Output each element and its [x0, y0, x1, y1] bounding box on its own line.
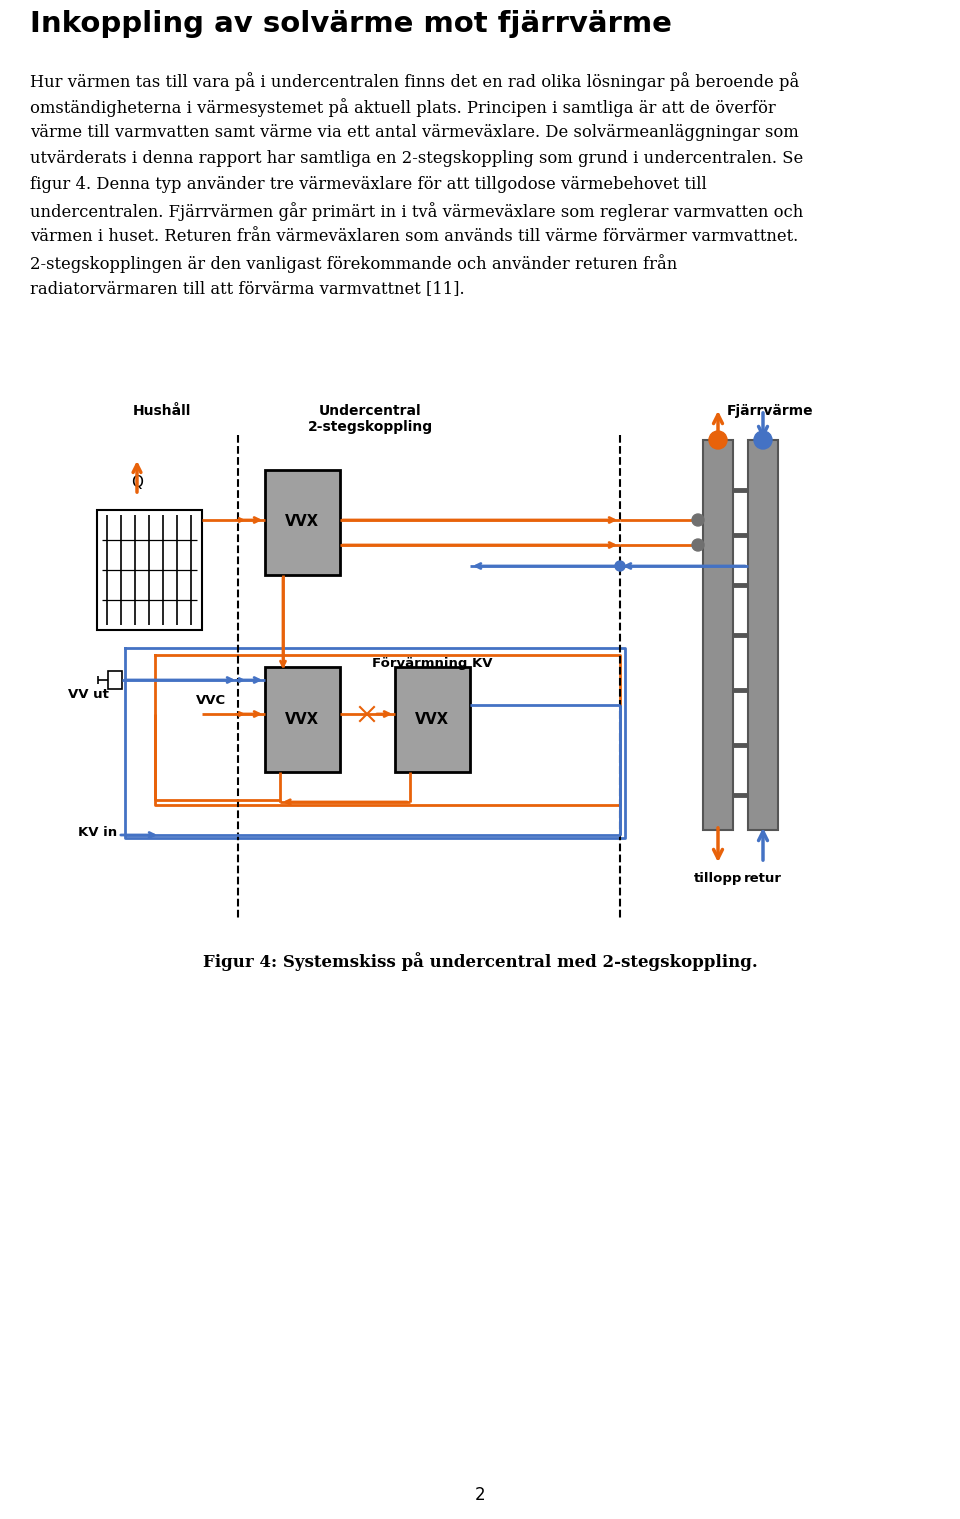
- Text: omständigheterna i värmesystemet på aktuell plats. Principen i samtliga är att d: omständigheterna i värmesystemet på aktu…: [30, 99, 776, 117]
- Bar: [395, 667, 470, 772]
- Circle shape: [615, 561, 625, 571]
- Text: retur: retur: [744, 872, 782, 886]
- Text: undercentralen. Fjärrvärmen går primärt in i två värmeväxlare som reglerar varmv: undercentralen. Fjärrvärmen går primärt …: [30, 202, 804, 220]
- Bar: [97, 510, 202, 630]
- Bar: [703, 441, 733, 829]
- Text: VVX: VVX: [285, 515, 319, 530]
- Text: Undercentral
2-stegskoppling: Undercentral 2-stegskoppling: [307, 404, 433, 434]
- Bar: [265, 469, 340, 576]
- Circle shape: [692, 539, 704, 551]
- Circle shape: [754, 431, 772, 450]
- Text: Figur 4: Systemskiss på undercentral med 2-stegskoppling.: Figur 4: Systemskiss på undercentral med…: [203, 952, 757, 971]
- Bar: [108, 671, 122, 690]
- Text: Inkoppling av solvärme mot fjärrvärme: Inkoppling av solvärme mot fjärrvärme: [30, 11, 672, 38]
- Text: VVX: VVX: [285, 711, 319, 726]
- Text: Hushåll: Hushåll: [132, 404, 191, 418]
- Text: värme till varmvatten samt värme via ett antal värmeväxlare. De solvärmeanläggni: värme till varmvatten samt värme via ett…: [30, 125, 799, 141]
- Text: tillopp: tillopp: [694, 872, 742, 886]
- Text: KV in: KV in: [78, 826, 117, 840]
- Bar: [748, 441, 778, 829]
- Circle shape: [709, 431, 727, 450]
- Text: Förvärmning KV: Förvärmning KV: [372, 658, 492, 670]
- Text: utvärderats i denna rapport har samtliga en 2-stegskoppling som grund i undercen: utvärderats i denna rapport har samtliga…: [30, 150, 804, 167]
- Text: värmen i huset. Returen från värmeväxlaren som används till värme förvärmer varm: värmen i huset. Returen från värmeväxlar…: [30, 228, 799, 245]
- Text: 2-stegskopplingen är den vanligast förekommande och använder returen från: 2-stegskopplingen är den vanligast förek…: [30, 254, 677, 273]
- Text: Fjärrvärme: Fjärrvärme: [727, 404, 813, 418]
- Text: VVC: VVC: [196, 694, 226, 706]
- Text: VV ut: VV ut: [67, 688, 108, 700]
- Text: Q: Q: [131, 475, 143, 491]
- Circle shape: [692, 513, 704, 526]
- Text: VVX: VVX: [415, 711, 449, 726]
- Text: radiatorvärmaren till att förvärma varmvattnet [11].: radiatorvärmaren till att förvärma varmv…: [30, 279, 465, 298]
- Text: Hur värmen tas till vara på i undercentralen finns det en rad olika lösningar på: Hur värmen tas till vara på i undercentr…: [30, 71, 800, 91]
- Bar: [265, 667, 340, 772]
- Text: figur 4. Denna typ använder tre värmeväxlare för att tillgodose värmebehovet til: figur 4. Denna typ använder tre värmeväx…: [30, 176, 707, 193]
- Text: 2: 2: [474, 1486, 486, 1504]
